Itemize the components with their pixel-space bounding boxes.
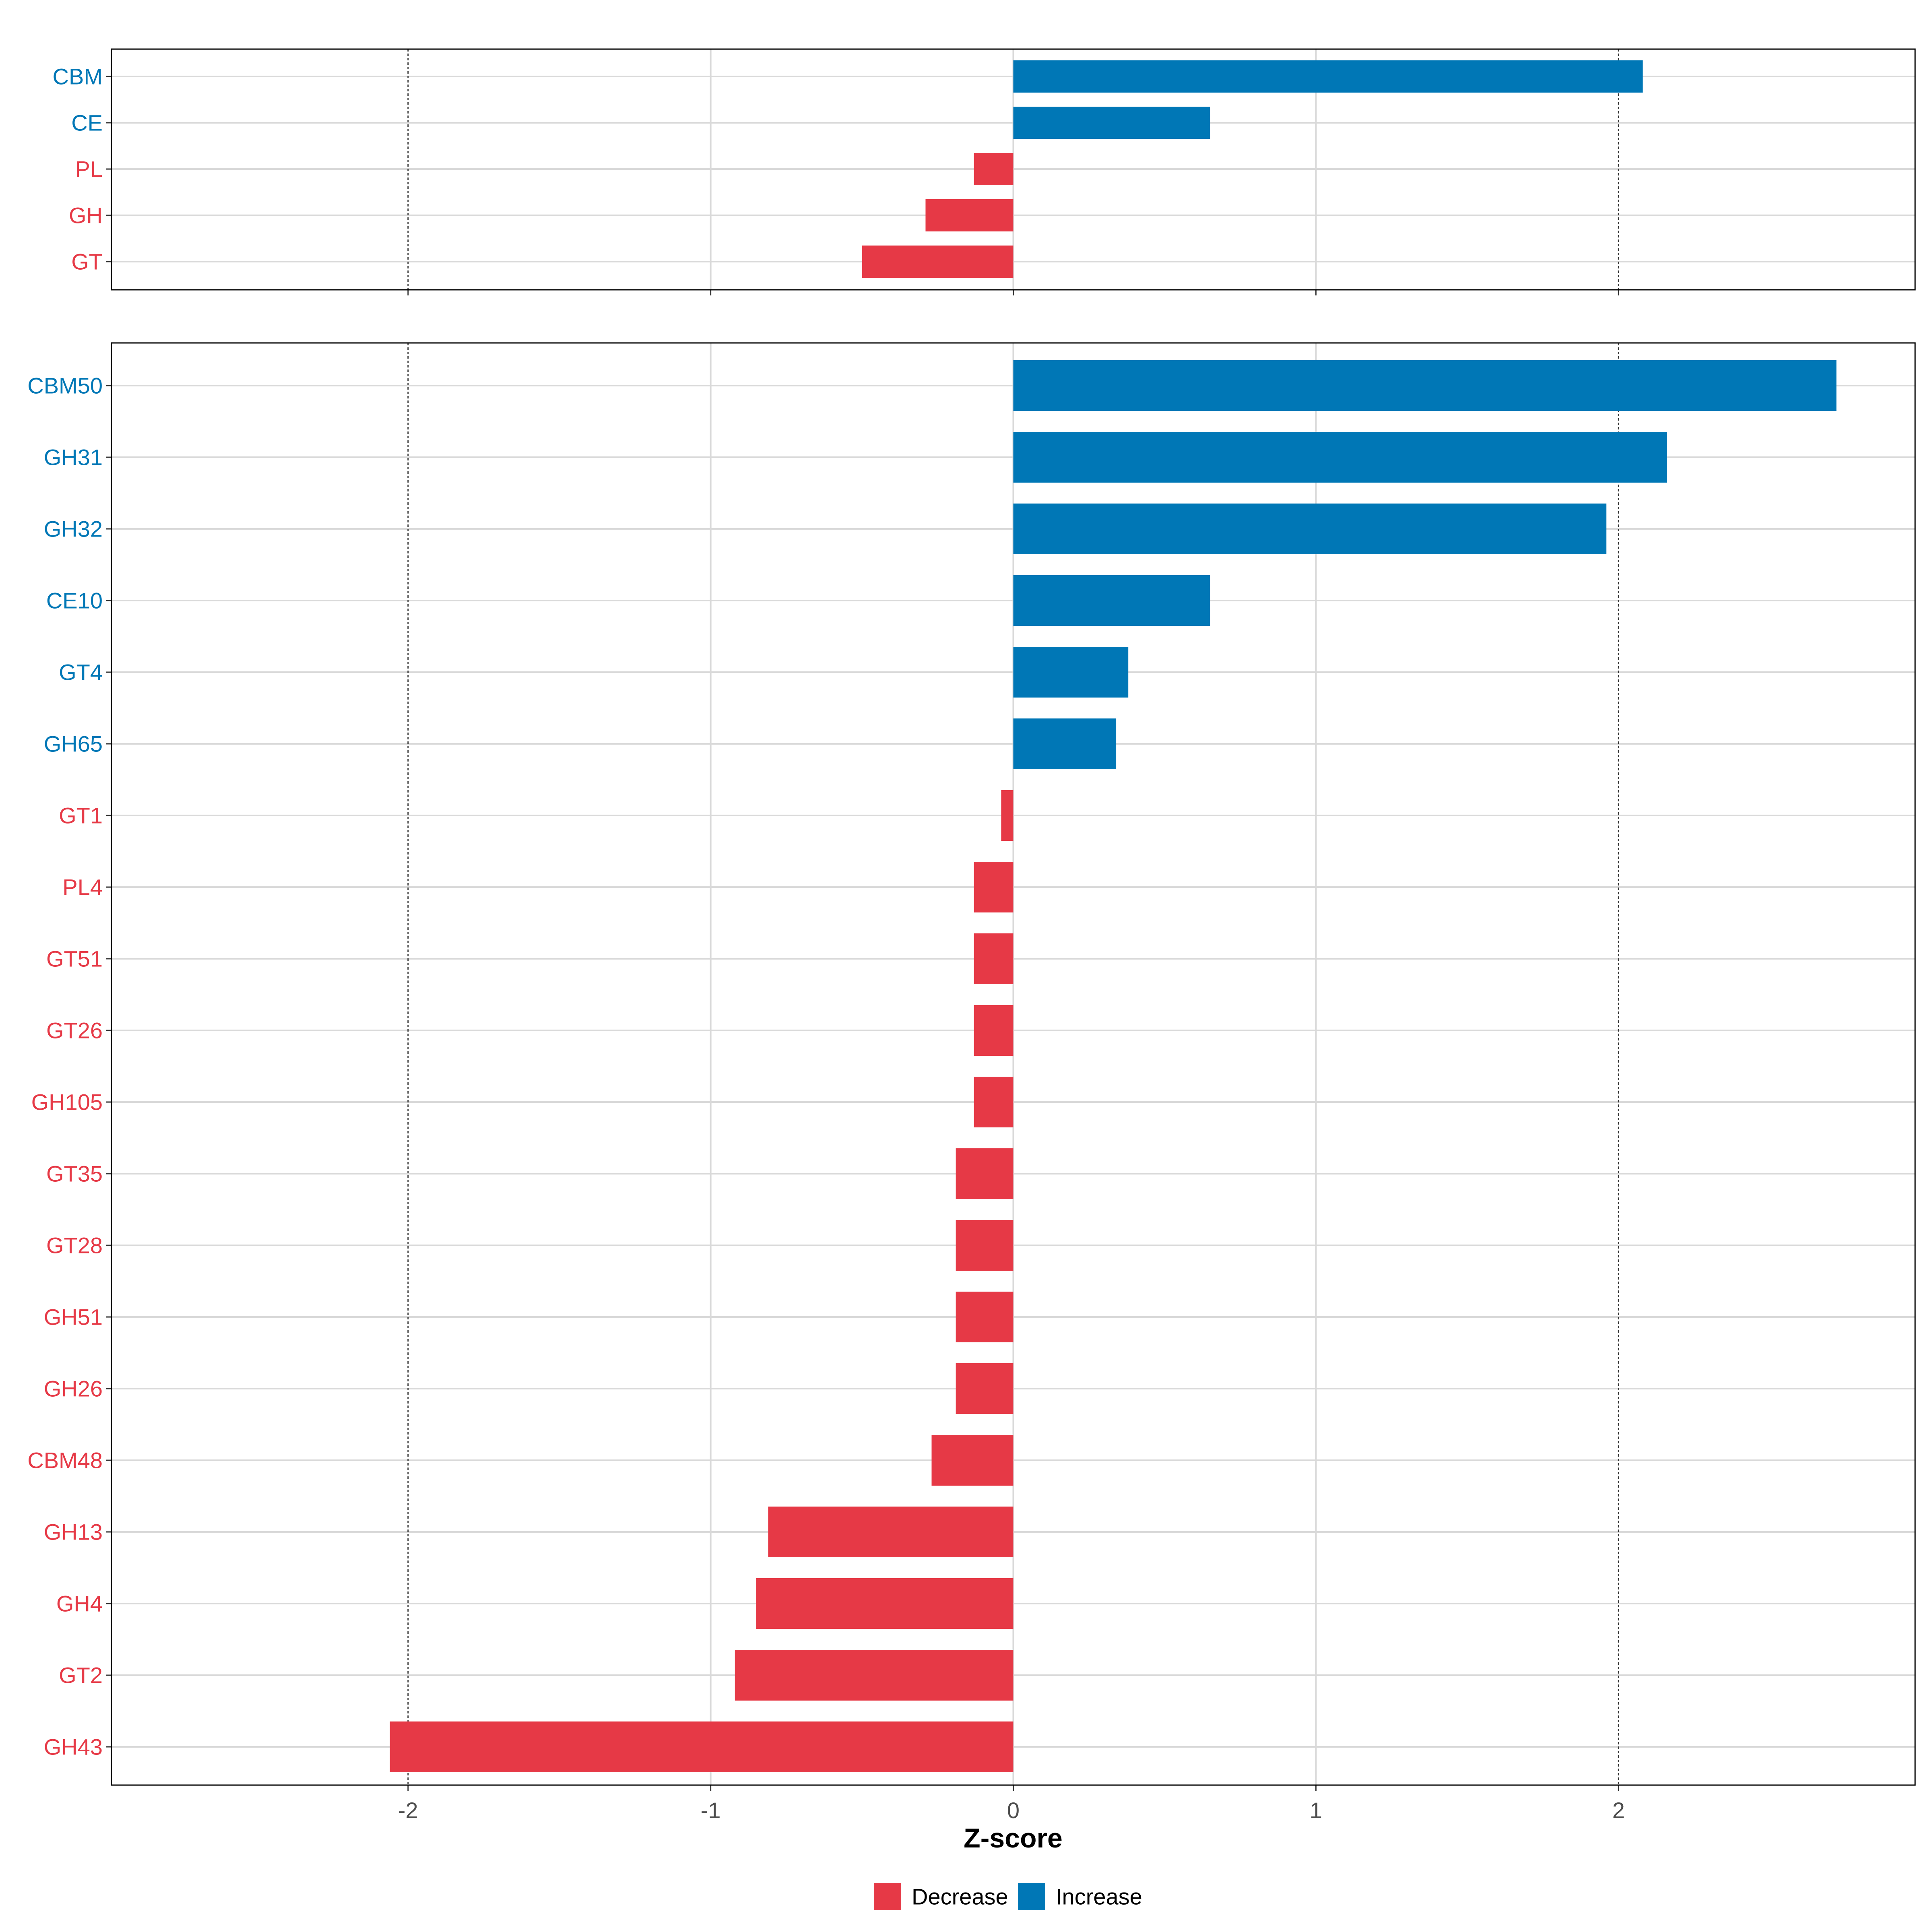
category-label-gt26: GT26 (46, 1018, 103, 1043)
category-label-gh: GH (69, 203, 103, 228)
category-label-cbm: CBM (53, 64, 103, 89)
bar-gh4 (756, 1578, 1013, 1629)
bar-pl4 (974, 862, 1013, 912)
category-label-gh105: GH105 (31, 1090, 103, 1115)
category-label-gh31: GH31 (44, 445, 103, 470)
panel-2: CBM50 GH31 GH32 CE10 GT4 GH65 GT1 PL4 GT51 GT26 GH… (27, 342, 1916, 1791)
category-label-ce: CE (71, 110, 103, 136)
x-tick-label: 2 (1612, 1798, 1625, 1823)
x-tick-label: 1 (1310, 1798, 1322, 1823)
category-label-pl: PL (75, 157, 103, 182)
bar-gt28 (956, 1220, 1013, 1271)
x-axis-title: Z-score (964, 1823, 1063, 1854)
category-label-gh13: GH13 (44, 1519, 103, 1545)
category-label-gh32: GH32 (44, 516, 103, 542)
panel-border (111, 342, 1916, 1786)
legend-swatch (874, 1883, 901, 1910)
category-label-gt1: GT1 (59, 803, 103, 828)
legend-item-decrease: Decrease (874, 1883, 1008, 1910)
bar-gh32 (1013, 504, 1607, 554)
category-label-gh65: GH65 (44, 731, 103, 757)
category-label-pl4: PL4 (62, 875, 103, 900)
panel-border (111, 48, 1916, 291)
legend-item-increase: Increase (1018, 1883, 1142, 1910)
chart-panels: CBM CE PL GH GT CBM50 GH31 GH32 CE10 GT4 GH65 GT1 PL… (27, 48, 1916, 1791)
bar-gh43 (390, 1721, 1013, 1772)
bar-gt51 (974, 933, 1013, 984)
bar-ce10 (1013, 575, 1210, 626)
bar-gt26 (974, 1005, 1013, 1056)
category-label-gt51: GT51 (46, 946, 103, 972)
bar-pl (974, 153, 1013, 185)
category-label-gt4: GT4 (59, 660, 103, 685)
bar-cbm (1013, 60, 1643, 93)
bar-gt35 (956, 1148, 1013, 1199)
bar-gh65 (1013, 718, 1117, 769)
legend: Decrease Increase (874, 1883, 1142, 1910)
bar-gh105 (974, 1077, 1013, 1127)
category-label-gh51: GH51 (44, 1305, 103, 1330)
x-tick-label: -2 (398, 1798, 418, 1823)
category-label-gh43: GH43 (44, 1734, 103, 1760)
bar-gt (862, 246, 1013, 278)
x-axis: -2 -1 0 1 2 (398, 1798, 1625, 1823)
bar-gh31 (1013, 432, 1667, 483)
category-label-gt28: GT28 (46, 1233, 103, 1258)
panel-1: CBM CE PL GH GT (53, 48, 1916, 295)
bar-gt1 (1001, 790, 1013, 841)
category-label-gt2: GT2 (59, 1663, 103, 1688)
bar-gh (925, 199, 1013, 231)
bar-gh26 (956, 1363, 1013, 1414)
bar-gt2 (735, 1650, 1013, 1701)
bar-gt4 (1013, 647, 1129, 698)
category-label-gh4: GH4 (56, 1591, 103, 1616)
legend-swatch (1018, 1883, 1045, 1910)
category-label-cbm50: CBM50 (27, 373, 103, 398)
bar-cbm48 (931, 1435, 1013, 1486)
bar-gh51 (956, 1292, 1013, 1342)
bar-cbm50 (1013, 360, 1837, 411)
bar-ce (1013, 107, 1210, 139)
category-label-ce10: CE10 (46, 588, 103, 613)
bar-gh13 (768, 1507, 1013, 1557)
x-tick-label: -1 (701, 1798, 721, 1823)
legend-label: Increase (1056, 1884, 1142, 1909)
category-label-gt: GT (71, 249, 103, 275)
category-label-gh26: GH26 (44, 1376, 103, 1402)
category-label-gt35: GT35 (46, 1161, 103, 1187)
legend-label: Decrease (912, 1884, 1008, 1909)
category-label-cbm48: CBM48 (27, 1448, 103, 1473)
x-tick-label: 0 (1007, 1798, 1020, 1823)
